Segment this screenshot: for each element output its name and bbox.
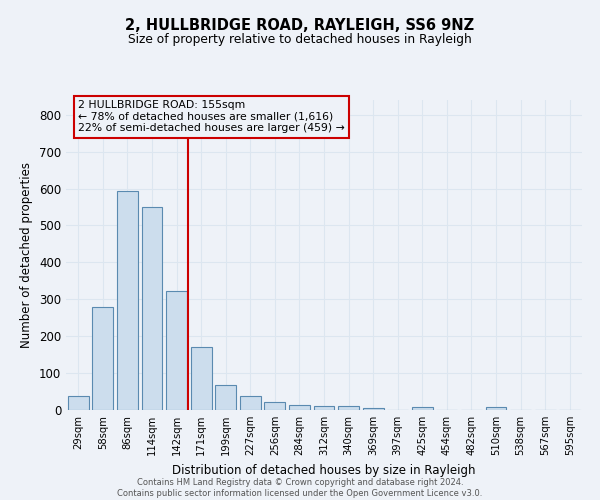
Bar [215, 385, 236, 410]
Bar [314, 406, 334, 410]
Bar [117, 191, 138, 410]
Bar [68, 396, 89, 410]
Bar [338, 406, 359, 410]
Bar [240, 396, 261, 410]
Text: 2 HULLBRIDGE ROAD: 155sqm
← 78% of detached houses are smaller (1,616)
22% of se: 2 HULLBRIDGE ROAD: 155sqm ← 78% of detac… [78, 100, 345, 133]
Bar [265, 402, 286, 410]
Bar [142, 208, 163, 410]
Text: Contains HM Land Registry data © Crown copyright and database right 2024.
Contai: Contains HM Land Registry data © Crown c… [118, 478, 482, 498]
Bar [191, 348, 212, 410]
Bar [289, 405, 310, 410]
Bar [92, 306, 113, 410]
X-axis label: Distribution of detached houses by size in Rayleigh: Distribution of detached houses by size … [172, 464, 476, 476]
Text: 2, HULLBRIDGE ROAD, RAYLEIGH, SS6 9NZ: 2, HULLBRIDGE ROAD, RAYLEIGH, SS6 9NZ [125, 18, 475, 32]
Bar [166, 291, 187, 410]
Bar [485, 407, 506, 410]
Text: Size of property relative to detached houses in Rayleigh: Size of property relative to detached ho… [128, 32, 472, 46]
Y-axis label: Number of detached properties: Number of detached properties [20, 162, 34, 348]
Bar [412, 407, 433, 410]
Bar [362, 408, 383, 410]
